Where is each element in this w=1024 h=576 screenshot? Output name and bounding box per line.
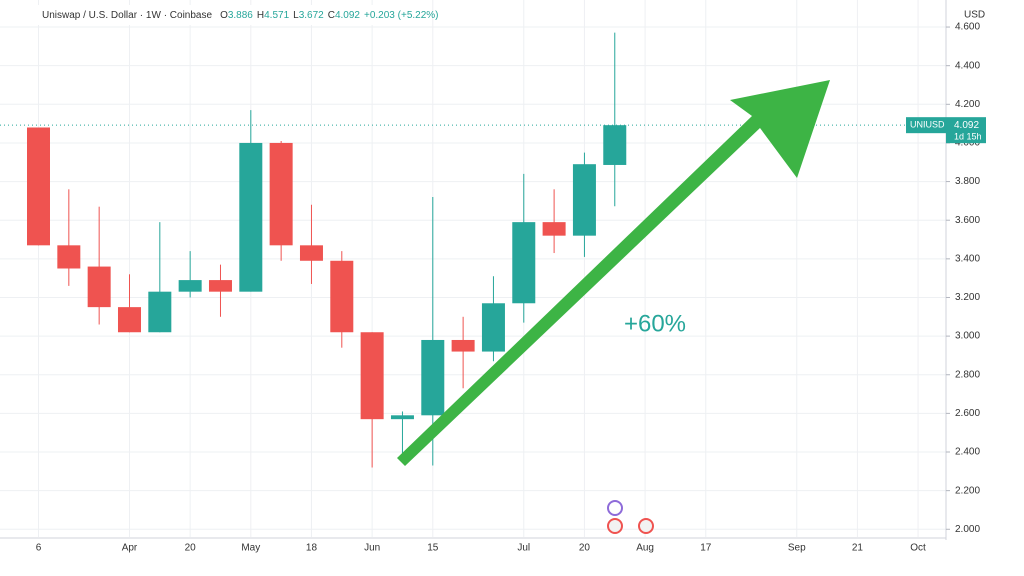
y-tick-label: 2.200 [955, 485, 980, 496]
ohlc-key: L [293, 10, 299, 21]
y-tick-label: 3.000 [955, 331, 980, 342]
candle-body [239, 142, 263, 292]
y-tick-label: 3.800 [955, 176, 980, 187]
axis-unit: USD [964, 10, 985, 21]
candle-body [148, 291, 172, 333]
symbol: Uniswap / U.S. Dollar · 1W · Coinbase [42, 10, 212, 21]
x-tick-label: 20 [185, 543, 197, 554]
x-tick-label: Jun [364, 543, 380, 554]
candle-body [330, 260, 354, 333]
price-label-bg [946, 117, 986, 144]
y-tick-label: 3.600 [955, 215, 980, 226]
event-icon [607, 518, 623, 534]
ohlc-key: C [328, 10, 335, 21]
event-icons [607, 500, 654, 534]
candle-body [390, 415, 414, 420]
candle-body [87, 266, 111, 308]
candle-body [178, 280, 202, 292]
x-tick-label: May [241, 543, 260, 554]
candle-body [481, 303, 505, 352]
candle-body [360, 332, 384, 420]
x-tick-label: Jul [517, 543, 530, 554]
price-label-countdown: 1d 15h [954, 132, 982, 142]
price-label-value: 4.092 [954, 120, 979, 131]
ohlc-key: H [257, 10, 264, 21]
candle-body [512, 222, 536, 304]
y-tick-label: 3.400 [955, 253, 980, 264]
candle-body [117, 307, 141, 333]
y-tick-label: 2.800 [955, 369, 980, 380]
x-tick-label: 15 [427, 543, 439, 554]
event-icon [607, 500, 623, 516]
x-tick-label: Apr [122, 543, 138, 554]
candle-body [208, 280, 232, 292]
y-tick-label: 2.000 [955, 524, 980, 535]
candle-body [27, 127, 50, 246]
x-tick-label: 21 [852, 543, 864, 554]
y-tick-label: 4.400 [955, 60, 980, 71]
y-tick-label: 4.600 [955, 22, 980, 33]
y-tick-label: 4.200 [955, 99, 980, 110]
y-tick-label: 2.600 [955, 408, 980, 419]
annotation: +60% [624, 310, 686, 337]
y-tick-label: 2.400 [955, 447, 980, 458]
ohlc-value: 4.571 [264, 10, 289, 21]
x-tick-label: Sep [788, 543, 806, 554]
candle-body [299, 245, 323, 261]
header: Uniswap / U.S. Dollar · 1W · Coinbase O3.… [42, 10, 439, 21]
trend-arrow [397, 80, 830, 466]
ohlc-key: O [220, 10, 228, 21]
candle-body [603, 125, 627, 165]
candle-body [572, 164, 596, 236]
x-tick-label: 6 [36, 543, 42, 554]
event-icon [638, 518, 654, 534]
candle-body [421, 339, 445, 416]
x-tick-label: 18 [306, 543, 318, 554]
plot [0, 32, 946, 468]
candle-body [57, 245, 81, 269]
ohlc-value: 3.672 [299, 10, 324, 21]
x-tick-label: 20 [579, 543, 591, 554]
price-label-bg [906, 117, 946, 134]
y-tick-label: 3.200 [955, 292, 980, 303]
candle-body [542, 222, 566, 236]
x-tick-label: Aug [636, 543, 654, 554]
candle-body [451, 339, 475, 352]
ohlc-value: 4.092 [335, 10, 360, 21]
x-tick-label: 17 [700, 543, 712, 554]
ohlc-value: 3.886 [228, 10, 253, 21]
candle-body [269, 142, 293, 246]
x-tick-label: Oct [910, 543, 926, 554]
price-label-symbol: UNIUSD [910, 120, 945, 130]
change: +0.203 (+5.22%) [364, 10, 439, 21]
header-bg [0, 5, 430, 25]
